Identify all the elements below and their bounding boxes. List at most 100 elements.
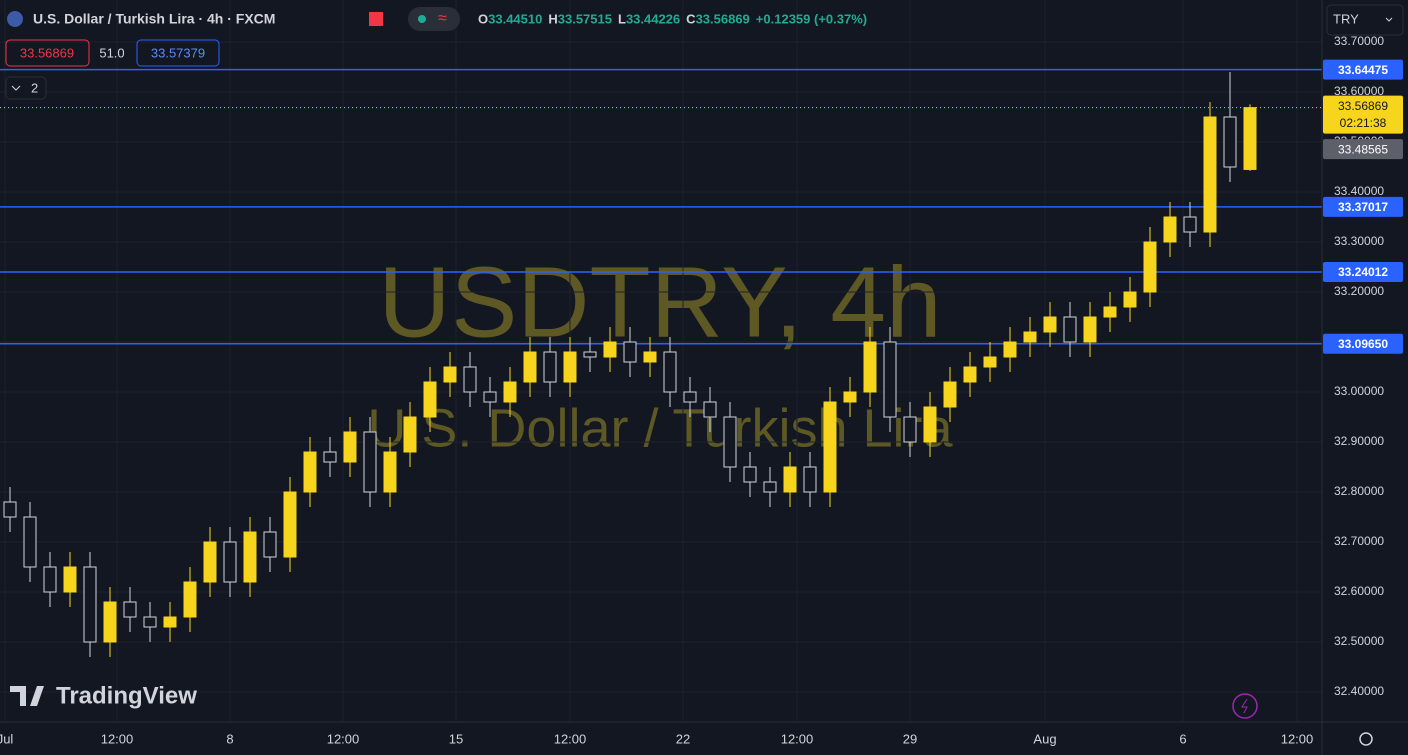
sell-button[interactable] <box>5 39 90 67</box>
price-line-label: 33.09650 <box>1338 337 1388 351</box>
last-price-label-bg <box>1323 95 1403 134</box>
ohlc-key: H <box>548 11 557 26</box>
candle-body <box>83 566 97 643</box>
status-pill[interactable] <box>408 7 460 31</box>
symbol-title: U.S. Dollar / Turkish Lira · 4h · FXCM <box>33 11 275 27</box>
indicators-toggle[interactable] <box>5 76 47 100</box>
candle-body <box>263 531 277 558</box>
candle-body <box>1063 316 1077 343</box>
countdown: 02:21:38 <box>1340 116 1387 130</box>
flag-marker[interactable] <box>369 12 383 26</box>
currency-select[interactable] <box>1326 4 1404 36</box>
flag-icon <box>7 11 23 27</box>
candle-body <box>823 401 837 493</box>
watermark-symbol: USDTRY, 4h <box>378 246 941 358</box>
y-tick-label: 32.70000 <box>1334 534 1384 548</box>
y-tick-label: 33.60000 <box>1334 84 1384 98</box>
candle-body <box>663 351 677 393</box>
candle-body <box>43 566 57 593</box>
candle-body <box>63 566 77 593</box>
candle-body <box>803 466 817 493</box>
candle-body <box>1223 116 1237 168</box>
plot-area <box>0 0 1322 722</box>
y-tick-label: 32.40000 <box>1334 684 1384 698</box>
candle-body <box>443 366 457 383</box>
candle-body <box>843 391 857 403</box>
candle-body <box>723 416 737 468</box>
candle-body <box>343 431 357 463</box>
candle-body <box>563 351 577 383</box>
candle-body <box>603 341 617 358</box>
candle-body <box>1183 216 1197 233</box>
candle-body <box>1003 341 1017 358</box>
x-tick-label: 12:00 <box>554 731 587 746</box>
spread: 51.0 <box>99 45 124 60</box>
candle-body <box>1023 331 1037 343</box>
y-tick-label: 32.50000 <box>1334 634 1384 648</box>
logo-icon <box>10 686 44 706</box>
logo-text: TradingView <box>56 682 197 709</box>
x-tick-label: 8 <box>226 731 233 746</box>
x-tick-label: 12:00 <box>1281 731 1314 746</box>
candle-body <box>163 616 177 628</box>
y-tick-label: 32.90000 <box>1334 434 1384 448</box>
x-tick-label: 12:00 <box>781 731 814 746</box>
marker-price-label: 33.48565 <box>1338 142 1388 156</box>
candle-body <box>1243 107 1257 170</box>
x-tick-label: 15 <box>449 731 463 746</box>
candle-body <box>743 466 757 483</box>
status-icon: ≈ <box>438 10 447 27</box>
candle-body <box>3 501 17 518</box>
candle-body <box>623 341 637 363</box>
candle-body <box>423 381 437 418</box>
candle-body <box>363 431 377 493</box>
candle-body <box>783 466 797 493</box>
buy-button[interactable] <box>136 39 220 67</box>
ohlc-value: 33.56869 <box>696 11 750 26</box>
price-line-label: 33.64475 <box>1338 63 1388 77</box>
candle-body <box>683 391 697 403</box>
x-tick-label: Aug <box>1033 731 1056 746</box>
candle-body <box>183 581 197 618</box>
candle-body <box>983 356 997 368</box>
candle-body <box>763 481 777 493</box>
candle-body <box>643 351 657 363</box>
axis-labels: 33.7000033.6000033.5000033.4000033.30000… <box>0 34 1403 746</box>
candle-body <box>23 516 37 568</box>
price-line-label-bg <box>1323 196 1403 217</box>
candle-body <box>903 416 917 443</box>
x-tick-label: 29 <box>903 731 917 746</box>
ohlc-key: C <box>686 11 696 26</box>
y-tick-label: 33.40000 <box>1334 184 1384 198</box>
settings-button[interactable] <box>1359 732 1373 746</box>
alert-button[interactable] <box>1232 693 1258 719</box>
candle-body <box>483 391 497 403</box>
ohlc-value: 33.44226 <box>626 11 680 26</box>
price-line-label-bg <box>1323 59 1403 80</box>
y-tick-label: 32.60000 <box>1334 584 1384 598</box>
candle-body <box>863 341 877 393</box>
ohlc-value: 33.57515 <box>558 11 612 26</box>
candle-body <box>1163 216 1177 243</box>
candle-body <box>923 406 937 443</box>
buy-price: 33.57379 <box>151 45 205 60</box>
ohlc-value: 33.44510 <box>488 11 542 26</box>
chevron <box>11 85 21 91</box>
alert-icon <box>1241 698 1248 714</box>
candle-body <box>543 351 557 383</box>
candle-body <box>583 351 597 358</box>
candle-body <box>1143 241 1157 293</box>
x-tick-label: Jul <box>0 731 13 746</box>
candle-body <box>523 351 537 383</box>
candle-body <box>223 541 237 583</box>
ohlc-key: L <box>618 11 626 26</box>
x-tick-label: 12:00 <box>101 731 134 746</box>
currency: TRY <box>1333 11 1359 26</box>
candle-body <box>703 401 717 418</box>
candle-body <box>323 451 337 463</box>
sell-price: 33.56869 <box>20 45 74 60</box>
candle-body <box>123 601 137 618</box>
candle-body <box>883 341 897 418</box>
